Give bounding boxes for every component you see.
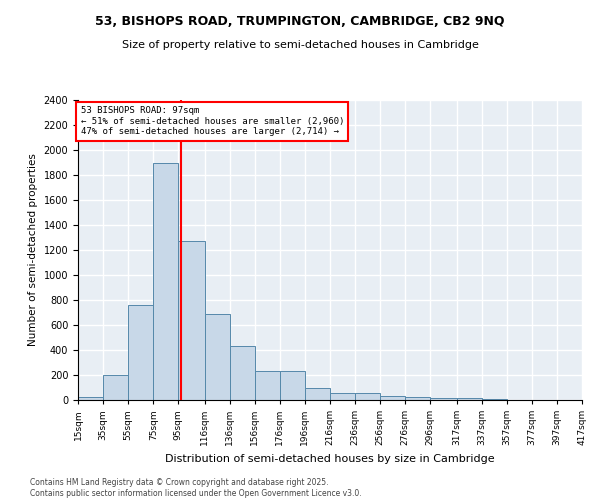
Bar xyxy=(380,396,405,400)
Text: Size of property relative to semi-detached houses in Cambridge: Size of property relative to semi-detach… xyxy=(122,40,478,50)
X-axis label: Distribution of semi-detached houses by size in Cambridge: Distribution of semi-detached houses by … xyxy=(165,454,495,464)
Bar xyxy=(280,371,305,400)
Bar xyxy=(355,392,380,400)
Bar xyxy=(305,388,330,400)
Bar xyxy=(78,397,103,400)
Text: Contains HM Land Registry data © Crown copyright and database right 2025.
Contai: Contains HM Land Registry data © Crown c… xyxy=(30,478,362,498)
Y-axis label: Number of semi-detached properties: Number of semi-detached properties xyxy=(28,154,38,346)
Bar xyxy=(178,242,205,400)
Bar xyxy=(205,314,230,400)
Bar xyxy=(430,398,457,400)
Bar xyxy=(330,392,355,400)
Bar xyxy=(255,371,280,400)
Bar xyxy=(405,397,430,400)
Text: 53 BISHOPS ROAD: 97sqm
← 51% of semi-detached houses are smaller (2,960)
47% of : 53 BISHOPS ROAD: 97sqm ← 51% of semi-det… xyxy=(80,106,344,136)
Bar xyxy=(457,398,482,400)
Bar xyxy=(128,305,153,400)
Bar xyxy=(230,346,255,400)
Text: 53, BISHOPS ROAD, TRUMPINGTON, CAMBRIDGE, CB2 9NQ: 53, BISHOPS ROAD, TRUMPINGTON, CAMBRIDGE… xyxy=(95,15,505,28)
Bar xyxy=(103,375,128,400)
Bar xyxy=(153,162,178,400)
